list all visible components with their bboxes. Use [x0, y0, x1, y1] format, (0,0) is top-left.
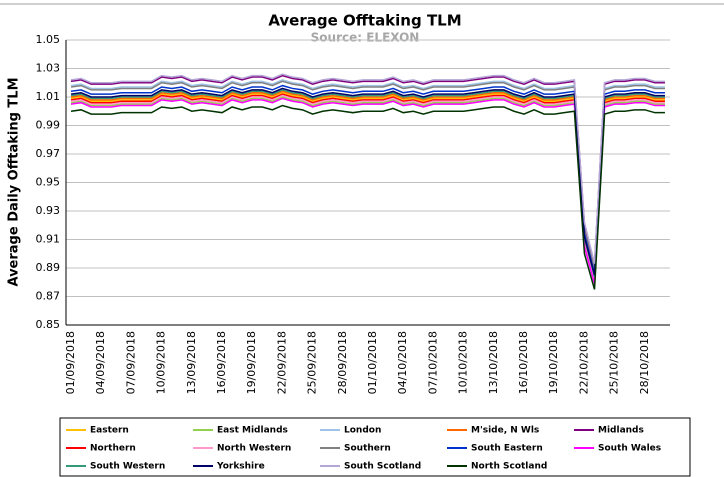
y-tick-label: 0.89 [36, 261, 61, 274]
x-tick-label: 07/10/2018 [426, 331, 439, 394]
legend-label: M'side, N Wls [471, 426, 539, 436]
x-tick-label: 28/10/2018 [638, 331, 651, 394]
x-tick-label: 04/10/2018 [396, 331, 409, 394]
series-line [70, 87, 665, 276]
x-tick-label: 16/09/2018 [215, 331, 228, 394]
x-tick-label: 19/09/2018 [245, 331, 258, 394]
x-tick-label: 25/10/2018 [608, 331, 621, 394]
series-line [70, 73, 665, 264]
series-line [70, 93, 665, 282]
legend-box [59, 417, 691, 477]
x-tick-label: 07/09/2018 [124, 331, 137, 394]
x-tick-label: 13/10/2018 [487, 331, 500, 394]
legend-label: Northern [90, 444, 136, 454]
legend-label: South Eastern [471, 444, 543, 454]
legend-label: South Scotland [344, 462, 421, 472]
y-tick-label: 0.95 [36, 176, 61, 189]
y-tick-label: 0.93 [36, 204, 61, 217]
legend-label: Eastern [90, 426, 129, 436]
series-line [70, 91, 665, 280]
series-line [70, 84, 665, 274]
series-line [70, 104, 665, 290]
x-tick-label: 01/09/2018 [64, 331, 77, 394]
y-tick-label: 0.97 [36, 147, 61, 160]
y-tick-label: 1.03 [36, 62, 61, 75]
legend-label: London [344, 426, 381, 436]
x-tick-label: 28/09/2018 [336, 331, 349, 394]
x-tick-label: 22/10/2018 [577, 331, 590, 394]
y-tick-label: 1.01 [36, 90, 61, 103]
x-tick-label: 10/10/2018 [457, 331, 470, 394]
series-line [70, 74, 665, 266]
legend-label: Southern [344, 444, 391, 454]
series-line [70, 79, 665, 270]
y-tick-label: 0.85 [36, 318, 61, 331]
chart-subtitle: Source: ELEXON [311, 31, 420, 45]
series-line [70, 97, 665, 284]
y-tick-label: 1.05 [36, 33, 61, 46]
x-tick-label: 19/10/2018 [547, 331, 560, 394]
legend-label: Yorkshire [216, 462, 265, 472]
legend-label: East Midlands [217, 426, 288, 436]
legend-label: North Scotland [471, 462, 547, 472]
y-tick-label: 0.99 [36, 119, 61, 132]
series-line [70, 90, 665, 279]
chart-title: Average Offtaking TLM [268, 12, 461, 30]
legend-label: South Western [90, 462, 165, 472]
y-tick-label: 0.91 [36, 233, 61, 246]
legend-label: South Wales [598, 444, 661, 454]
series-line [70, 96, 665, 283]
x-tick-label: 04/09/2018 [94, 331, 107, 394]
x-tick-label: 10/09/2018 [155, 331, 168, 394]
x-tick-label: 22/09/2018 [275, 331, 288, 394]
series-line [70, 94, 665, 282]
y-axis-label: Average Daily Offtaking TLM [7, 77, 22, 286]
series-line [70, 89, 665, 277]
x-tick-label: 25/09/2018 [306, 331, 319, 394]
x-tick-label: 13/09/2018 [185, 331, 198, 394]
x-tick-label: 01/10/2018 [366, 331, 379, 394]
y-tick-label: 0.87 [36, 290, 61, 303]
x-tick-label: 16/10/2018 [517, 331, 530, 394]
legend-label: North Western [217, 444, 291, 454]
legend-label: Midlands [598, 426, 644, 436]
series-line [70, 80, 665, 270]
